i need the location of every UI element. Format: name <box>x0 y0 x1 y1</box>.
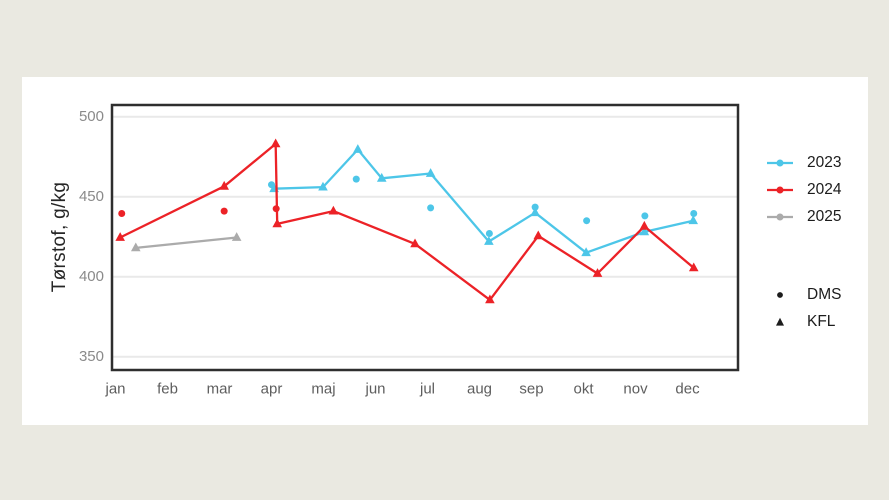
x-tick-label-aug: aug <box>466 380 493 398</box>
y-tick-label-400: 400 <box>78 267 104 285</box>
series-line-2025 <box>135 236 237 250</box>
legend-item-2024: 2024 <box>766 181 841 199</box>
series-2024 <box>115 138 699 304</box>
x-tick-label-jun: jun <box>365 380 386 398</box>
legend-item-2025-label: 2025 <box>807 207 842 225</box>
dms-circle-marker <box>583 217 591 225</box>
kfl-triangle-marker <box>425 168 436 177</box>
x-tick-label-maj: maj <box>311 380 336 398</box>
kfl-triangle-marker <box>272 218 283 228</box>
legend-item-2023-key-icon <box>767 159 793 167</box>
kfl-shape-icon <box>776 317 784 326</box>
series-2023 <box>268 144 699 257</box>
dms-shape-icon <box>777 292 783 298</box>
legend-item-2023: 2023 <box>766 154 841 172</box>
kfl-triangle-marker <box>485 294 495 304</box>
kfl-triangle-marker <box>376 172 387 182</box>
series-line-2023 <box>274 148 694 254</box>
x-tick-label-dec: dec <box>675 380 700 398</box>
kfl-triangle-marker <box>115 232 125 241</box>
dms-circle-marker <box>485 230 493 237</box>
legend-item-DMS-label: DMS <box>807 286 842 303</box>
x-tick-label-apr: apr <box>260 380 283 398</box>
y-tick-label-450: 450 <box>78 187 104 205</box>
dms-circle-marker <box>268 181 275 189</box>
legend-item-2025-key-icon <box>767 213 793 221</box>
legend-item-KFL-label: KFL <box>807 312 836 330</box>
dms-circle-marker <box>352 175 360 183</box>
legend-dot <box>776 159 784 167</box>
series-2025 <box>130 232 242 252</box>
kfl-triangle-marker <box>533 230 544 240</box>
dms-circle-marker <box>220 207 228 215</box>
kfl-triangle-marker <box>219 180 229 190</box>
kfl-triangle-marker <box>410 238 420 248</box>
x-tick-label-mar: mar <box>206 380 233 398</box>
kfl-triangle-marker <box>231 232 242 241</box>
dms-circle-marker <box>641 212 649 220</box>
x-tick-label-feb: feb <box>157 380 178 398</box>
dms-circle-marker <box>531 203 539 211</box>
kfl-triangle-marker <box>688 262 699 272</box>
x-tick-label-jan: jan <box>105 380 126 398</box>
dms-circle-marker <box>690 210 698 217</box>
x-tick-label-okt: okt <box>573 380 594 398</box>
legend-item-2024-key-icon <box>767 186 793 194</box>
gridlines <box>112 115 738 358</box>
x-tick-label-sep: sep <box>519 380 544 398</box>
kfl-triangle-marker <box>688 215 699 225</box>
legend-item-KFL: KFL <box>766 313 835 331</box>
kfl-triangle-marker <box>318 181 328 191</box>
kfl-triangle-marker <box>484 236 494 245</box>
legend-dot <box>776 186 784 194</box>
kfl-triangle-marker <box>639 220 650 230</box>
kfl-triangle-marker <box>328 205 339 215</box>
y-tick-label-350: 350 <box>78 347 104 365</box>
dms-circle-marker <box>118 210 126 217</box>
legend-item-2023-label: 2023 <box>807 154 842 171</box>
panel-border <box>110 103 740 372</box>
kfl-triangle-marker <box>130 242 141 252</box>
legend-item-DMS: DMS <box>766 286 841 304</box>
x-tick-label-jul: jul <box>419 380 436 398</box>
legend-item-2024-label: 2024 <box>807 180 842 198</box>
kfl-triangle-marker <box>353 144 363 153</box>
legend-item-2025: 2025 <box>766 208 841 226</box>
legend-item-DMS-key-icon <box>777 292 783 298</box>
kfl-triangle-marker <box>270 138 281 148</box>
kfl-triangle-marker <box>592 268 603 277</box>
kfl-triangle-marker <box>530 207 540 217</box>
kfl-triangle-marker <box>581 247 591 257</box>
chart-card <box>22 77 868 425</box>
legend-dot <box>776 213 784 221</box>
legend-item-KFL-key-icon <box>776 317 784 326</box>
dms-circle-marker <box>272 205 280 213</box>
y-tick-label-500: 500 <box>78 107 104 125</box>
x-tick-label-nov: nov <box>623 380 648 398</box>
kfl-triangle-marker <box>639 226 650 236</box>
dms-circle-marker <box>427 204 435 212</box>
